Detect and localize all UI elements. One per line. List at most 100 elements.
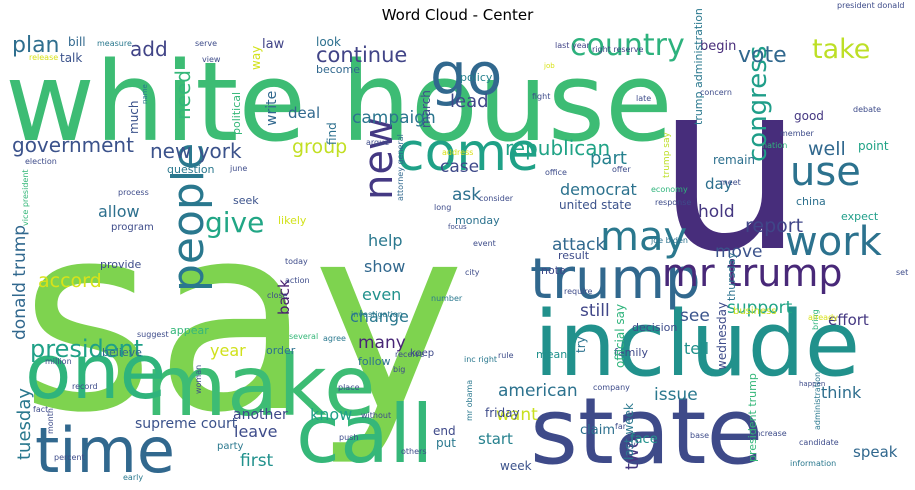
word-china: china [796,195,826,208]
word-million: million [45,357,72,366]
word-percent: percent [54,453,85,462]
word-information: information [790,459,836,468]
word-consider: consider [479,194,514,203]
word-remain: remain [713,153,755,167]
word-decision: decision [632,321,677,334]
word-back: back [275,279,293,315]
word-write: write [264,91,280,126]
word-hold: hold [698,202,735,222]
word-president-donald: president donald [837,1,905,10]
word-support: support [727,298,793,318]
word-family: family [614,346,648,359]
word-report: report [745,215,803,237]
word-well: well [808,138,846,160]
word-bring: bring [811,309,820,330]
word-number: number [431,294,463,303]
word-law: law [262,37,285,52]
word-seek: seek [233,194,259,207]
word-one: one [25,327,166,416]
word-start: start [478,430,513,448]
word-city: city [465,268,480,277]
word-effort: effort [828,311,869,329]
word-trump-say: trump say [662,132,672,178]
word-need: need [171,70,195,120]
word-vice-president: vice president [21,169,30,226]
word-address: address [442,148,473,157]
word-pay: pay [621,440,636,449]
word-united-state: united state [559,198,631,212]
word-two: two [622,437,643,470]
word-many: many [358,333,406,353]
word-good: good [794,109,824,123]
word-member: member [780,129,815,138]
word-record: record [72,382,98,391]
word-action: action [285,276,310,285]
word-fact: fact [33,405,48,414]
word-time: time [35,414,175,487]
word-agree: agree [323,334,346,343]
word-early: early [123,473,143,482]
word-may: may [600,214,687,260]
word-wednesday: wednesday [715,302,729,370]
word-want: want [496,405,538,425]
word-help: help [368,231,403,250]
word-see: see [680,306,710,326]
word-party: party [217,441,244,452]
word-way: way [249,46,263,70]
word-debate: debate [853,105,881,114]
word-thursday: thursday [725,252,738,301]
word-trump: trump [530,247,701,312]
word-talk: talk [60,51,82,65]
word-likely: likely [278,214,307,227]
word-business: business [733,306,777,317]
word-increase: increase [753,429,787,438]
word-work: work [785,219,883,265]
word-democrat: democrat [560,180,637,199]
word-question: question [167,163,215,176]
word-call: call [296,388,433,481]
word-event: event [473,239,496,248]
word-leave: leave [234,422,277,441]
word-deal: deal [288,104,320,122]
word-already: already [808,313,838,322]
word-follow: follow [358,355,390,368]
word-fight: fight [532,92,550,101]
word-big: big [393,365,405,374]
word-friday: friday [485,406,520,420]
word-company: company [593,383,630,392]
word-joe-biden: joe biden [650,236,688,245]
word-place: place [338,383,360,392]
word-give: give [205,206,264,239]
word-last-week: last week [622,403,636,460]
word-president-trump: president trump [746,373,759,462]
word-people: people [163,143,214,292]
word-become: become [316,63,360,76]
word-order: order [266,344,296,357]
word-day: day [705,175,733,193]
word-office: office [545,168,567,177]
word-candidate: candidate [799,438,839,447]
word-response: response [655,198,691,207]
word-include: include [534,292,860,397]
word-set: set [896,268,908,277]
word-election: election [25,157,57,166]
word-view: view [202,55,221,64]
word-serve: serve [195,39,217,48]
word-inc-right: inc right [464,355,497,364]
word-job: job [543,62,555,70]
word-process: process [118,188,149,197]
word-name: name [141,84,149,104]
word-mr-obama: mr obama [465,380,474,421]
word-provide: provide [100,258,142,271]
word-u: u [656,32,804,304]
word-march: march [419,90,433,128]
word-administration: administration [813,372,822,430]
word-lead: lead [450,91,489,112]
word-require: require [564,287,593,296]
word-meet: meet [720,178,741,187]
word-without: without [361,411,391,420]
word-expect: expect [841,210,879,223]
word-focus: focus [448,223,467,231]
word-look: look [316,35,341,49]
word-still: still [580,301,610,321]
